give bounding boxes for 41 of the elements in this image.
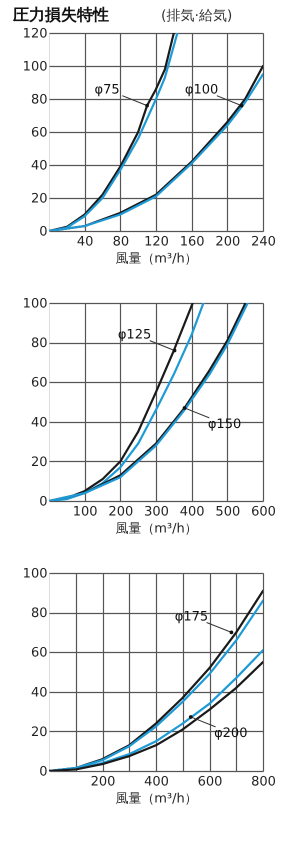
y-tick-label: 0 <box>39 494 48 510</box>
annotation: φ75 <box>94 82 120 98</box>
x-axis-title: 風量（m³/h） <box>115 792 198 806</box>
y-tick-label: 60 <box>30 126 48 140</box>
y-tick-label: 100 <box>22 60 48 74</box>
chart-subtitle: (排気·給気) <box>161 8 232 24</box>
y-tick-label: 80 <box>30 606 48 622</box>
y-tick-label: 40 <box>30 415 48 430</box>
x-tick-label: 160 <box>180 234 205 250</box>
x-axis-title: 風量（m³/h） <box>115 252 198 266</box>
x-tick-label: 80 <box>112 234 130 250</box>
x-tick-label: 120 <box>144 234 169 250</box>
y-tick-label: 40 <box>30 685 48 700</box>
y-tick-label: 20 <box>30 454 48 470</box>
y-tick-label: 120 <box>22 26 48 42</box>
chart-title: 圧力損失特性 <box>12 5 109 24</box>
y-tick-label: 60 <box>30 376 48 391</box>
x-axis-title: 風量（m³/h） <box>115 522 198 536</box>
x-tick-label: 200 <box>90 774 116 790</box>
x-tick-label: 600 <box>251 504 276 520</box>
x-tick-label: 40 <box>76 234 94 250</box>
x-tick-label: 200 <box>108 504 134 520</box>
y-tick-label: 0 <box>39 764 48 780</box>
y-tick-label: 0 <box>39 224 48 240</box>
x-tick-label: 200 <box>215 234 240 250</box>
x-tick-label: 600 <box>198 774 222 790</box>
y-tick-label: 60 <box>30 646 48 661</box>
y-tick-label: 100 <box>22 566 48 582</box>
y-tick-label: 40 <box>30 158 48 174</box>
x-tick-label: 500 <box>215 504 240 520</box>
y-tick-label: 80 <box>30 336 48 352</box>
y-tick-label: 20 <box>30 192 48 206</box>
x-tick-label: 100 <box>72 504 98 520</box>
y-tick-label: 20 <box>30 724 48 740</box>
y-tick-label: 100 <box>22 296 48 312</box>
x-tick-label: 400 <box>180 504 205 520</box>
x-tick-label: 300 <box>144 504 169 520</box>
x-tick-label: 400 <box>144 774 169 790</box>
x-tick-label: 240 <box>251 234 276 250</box>
y-tick-label: 80 <box>30 92 48 108</box>
x-tick-label: 800 <box>251 774 276 790</box>
